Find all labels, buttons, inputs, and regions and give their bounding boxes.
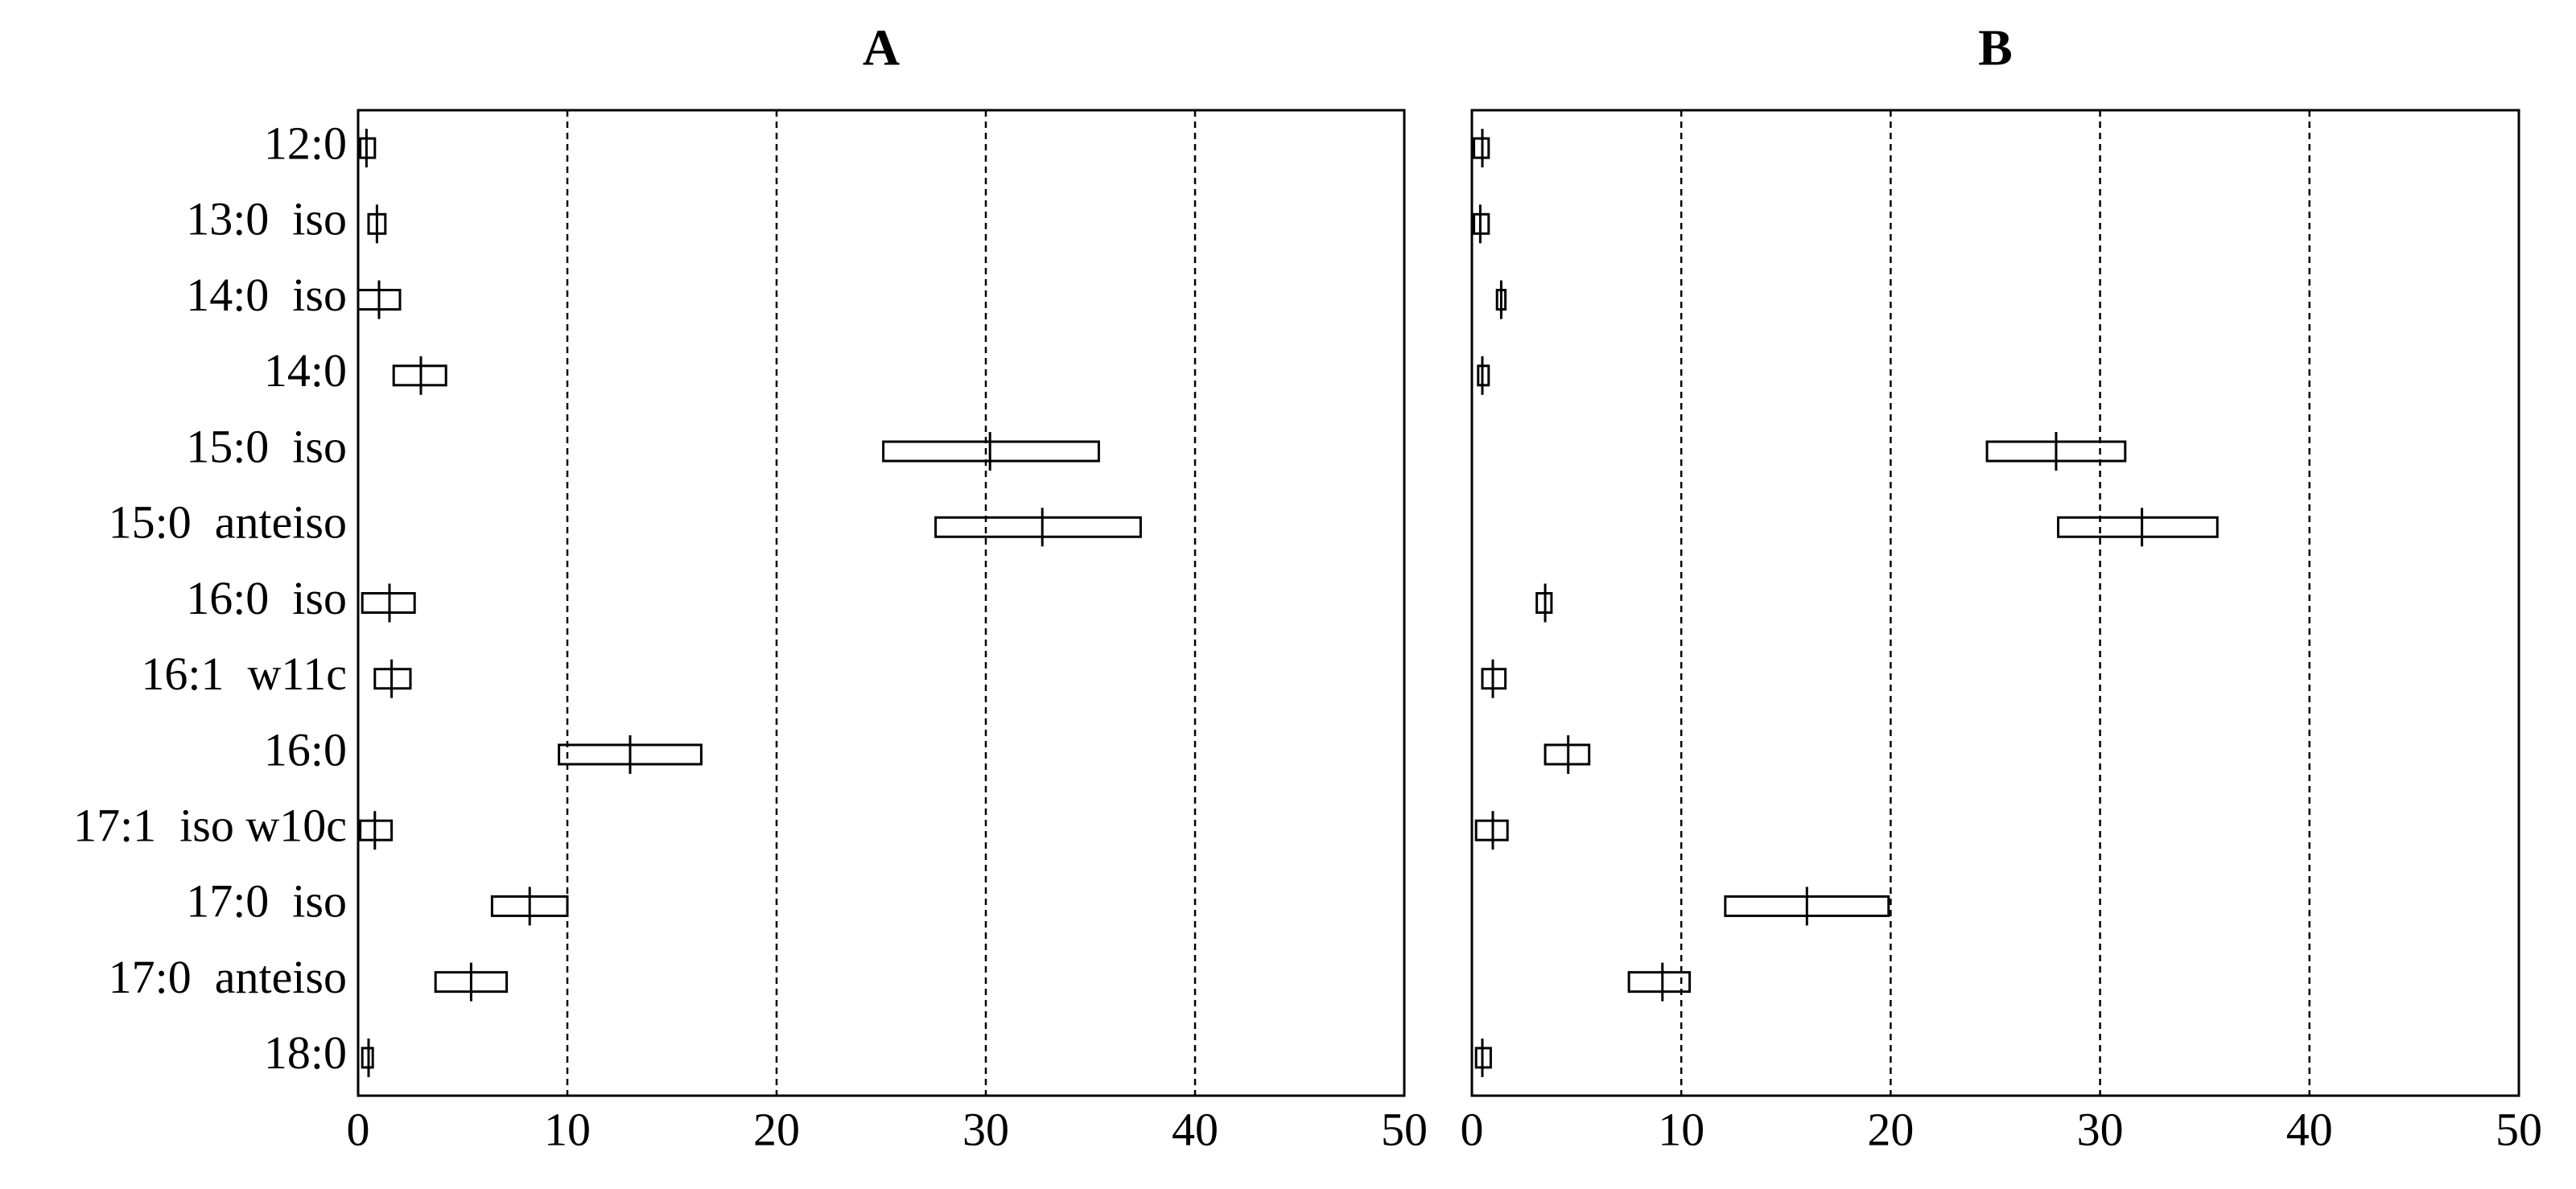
y-tick-label: 17:0 iso — [186, 875, 347, 928]
plot-frame — [357, 109, 1406, 1097]
y-tick-label: 14:0 — [264, 344, 347, 397]
x-tick-label: 40 — [2286, 1103, 2333, 1155]
plot-frame — [1470, 109, 2520, 1097]
x-tick-label: 30 — [962, 1103, 1009, 1155]
x-tick-label: 0 — [1461, 1103, 1484, 1155]
x-tick-label: 50 — [2496, 1103, 2542, 1155]
panel-title: B — [1978, 19, 2013, 76]
x-tick-label: 0 — [347, 1103, 370, 1155]
range-box — [934, 516, 1142, 538]
panel-title: A — [863, 19, 900, 76]
range-box — [1627, 971, 1692, 994]
y-tick-label: 17:0 anteiso — [109, 951, 347, 1003]
y-tick-label: 15:0 iso — [186, 420, 347, 472]
x-tick-label: 10 — [1658, 1103, 1704, 1155]
y-tick-label: 17:1 iso w10c — [73, 800, 347, 852]
x-tick-label: 20 — [1867, 1103, 1914, 1155]
x-tick-label: 40 — [1172, 1103, 1218, 1155]
x-tick-label: 30 — [2077, 1103, 2124, 1155]
x-tick-label: 10 — [544, 1103, 591, 1155]
y-tick-label: 16:1 w11c — [141, 648, 347, 700]
y-tick-label: 14:0 iso — [186, 269, 347, 321]
y-tick-label: 16:0 iso — [186, 572, 347, 624]
range-box — [2057, 516, 2219, 538]
y-tick-label: 18:0 — [264, 1026, 347, 1079]
y-tick-label: 13:0 iso — [186, 193, 347, 245]
y-tick-label: 15:0 anteiso — [109, 496, 347, 549]
y-tick-label: 16:0 — [264, 723, 347, 776]
x-tick-label: 50 — [1381, 1103, 1428, 1155]
x-tick-label: 20 — [753, 1103, 800, 1155]
y-tick-label: 12:0 — [264, 117, 347, 169]
